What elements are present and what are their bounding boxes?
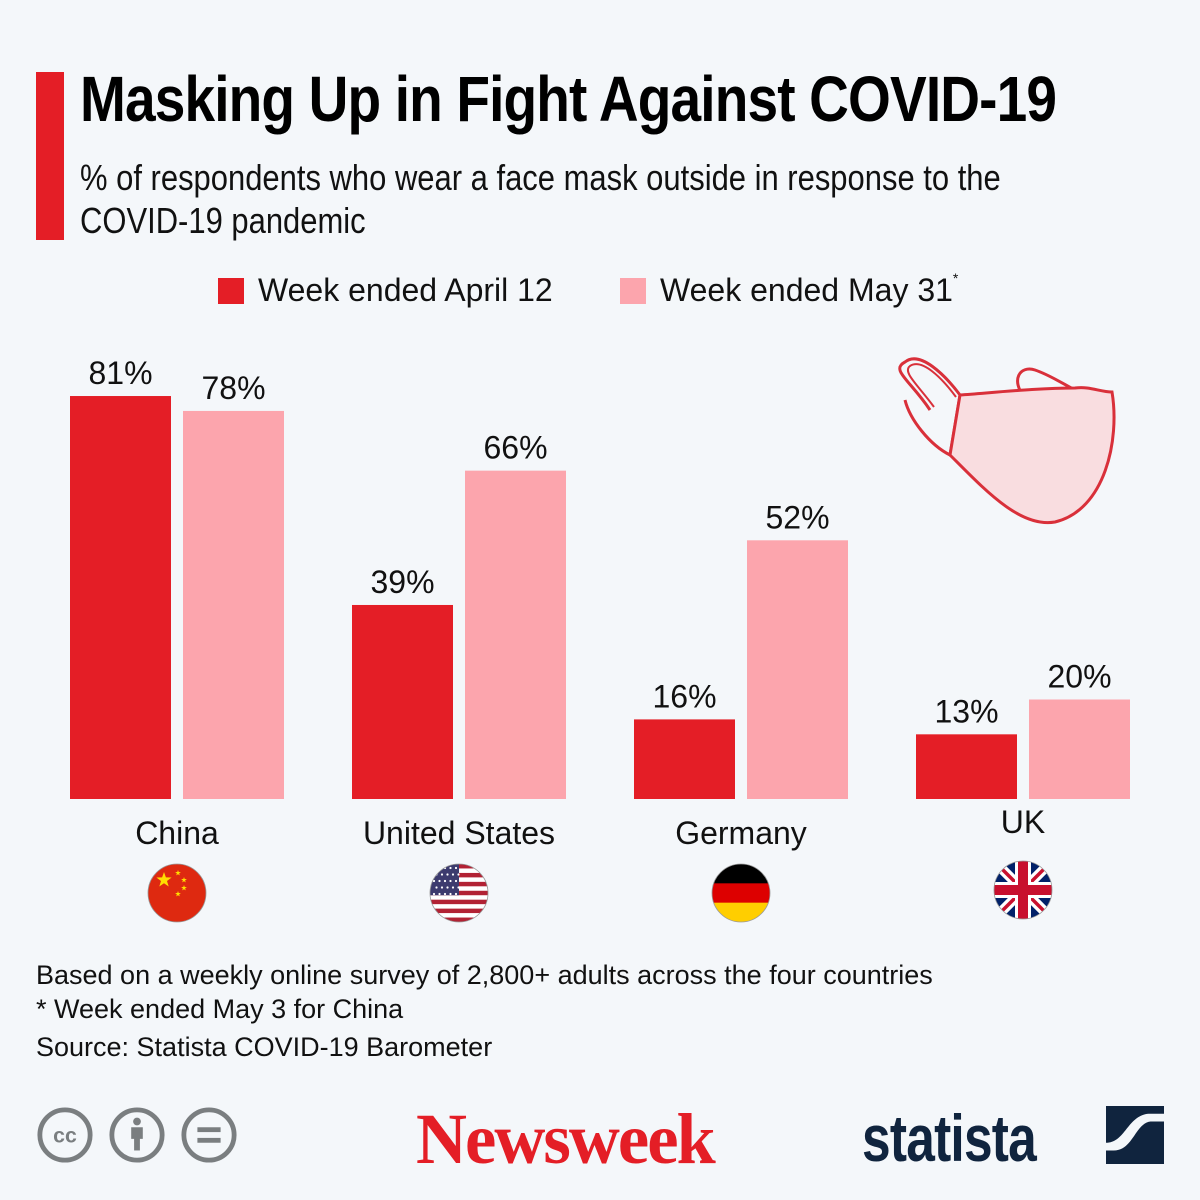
source-note: Source: Statista COVID-19 Barometer (36, 1032, 493, 1062)
chart-subtitle: % of respondents who wear a face mask ou… (80, 156, 1112, 242)
legend-footnote-marker: * (952, 270, 959, 286)
flag-outline (711, 863, 771, 923)
country-labels-group: China United States Germany UK (135, 804, 1045, 851)
value-label: 78% (201, 370, 265, 406)
cc-icon[interactable]: cc (36, 1106, 94, 1164)
legend-item-april: Week ended April 12 (218, 272, 553, 309)
newsweek-logo[interactable]: Newsweek (416, 1099, 716, 1179)
china-week-note: * Week ended May 3 for China (36, 994, 404, 1024)
bar-china-may (183, 410, 284, 799)
value-labels-group: 81% 78% 39% 66% 16% 52% 13% 20% (88, 355, 1111, 729)
statista-logo[interactable]: statista (862, 1101, 1037, 1175)
legend-label-april: Week ended April 12 (258, 272, 553, 308)
bar-germany-april (634, 719, 735, 799)
value-label: 13% (934, 693, 998, 729)
bar-chart: 81% 78% 39% 66% 16% 52% 13% 20% China United Sta… (70, 355, 1130, 923)
country-label: China (135, 815, 219, 851)
bars-group (70, 396, 1130, 799)
country-label: United States (363, 815, 555, 851)
legend-item-may: Week ended May 31* (620, 270, 959, 309)
license-icons: cc (36, 1106, 238, 1164)
flag-outline (429, 863, 489, 923)
flags-group (147, 860, 1053, 923)
china-flag (148, 864, 206, 922)
bar-united-states-may (465, 470, 566, 799)
bar-united-states-april (352, 604, 453, 799)
survey-note: Based on a weekly online survey of 2,800… (36, 960, 933, 990)
footnotes: Based on a weekly online survey of 2,800… (36, 958, 933, 1064)
flag-outline (993, 860, 1053, 920)
value-label: 52% (765, 499, 829, 535)
statista-mark-icon (1106, 1106, 1164, 1164)
title-accent-bar (36, 72, 64, 240)
legend-swatch-april (218, 277, 244, 304)
face-mask-icon (898, 357, 1116, 525)
country-label: UK (1001, 804, 1045, 840)
bar-uk-may (1029, 699, 1130, 799)
legend-label-may: Week ended May 31* (660, 270, 959, 309)
country-label: Germany (675, 815, 807, 851)
bar-uk-april (916, 734, 1017, 799)
germany-flag (712, 864, 770, 922)
subtitle-line-2: COVID-19 pandemic (80, 200, 366, 241)
svg-text:cc: cc (53, 1124, 77, 1148)
value-label: 81% (88, 355, 152, 391)
bar-germany-may (747, 540, 848, 799)
legend-swatch-may (620, 277, 646, 304)
value-label: 16% (652, 678, 716, 714)
usa-flag (430, 864, 488, 922)
legend: Week ended April 12 Week ended May 31* (0, 270, 1200, 312)
flag-outline (147, 863, 207, 923)
bar-china-april (70, 396, 171, 799)
uk-flag (994, 861, 1052, 919)
no-derivatives-icon[interactable] (180, 1106, 238, 1164)
chart-title: Masking Up in Fight Against COVID-19 (80, 63, 1057, 135)
legend-label-may-text: Week ended May 31 (660, 272, 953, 308)
subtitle-line-1: % of respondents who wear a face mask ou… (80, 157, 1001, 198)
attribution-icon[interactable] (108, 1106, 166, 1164)
value-label: 39% (370, 564, 434, 600)
value-label: 66% (483, 430, 547, 466)
value-label: 20% (1047, 659, 1111, 695)
